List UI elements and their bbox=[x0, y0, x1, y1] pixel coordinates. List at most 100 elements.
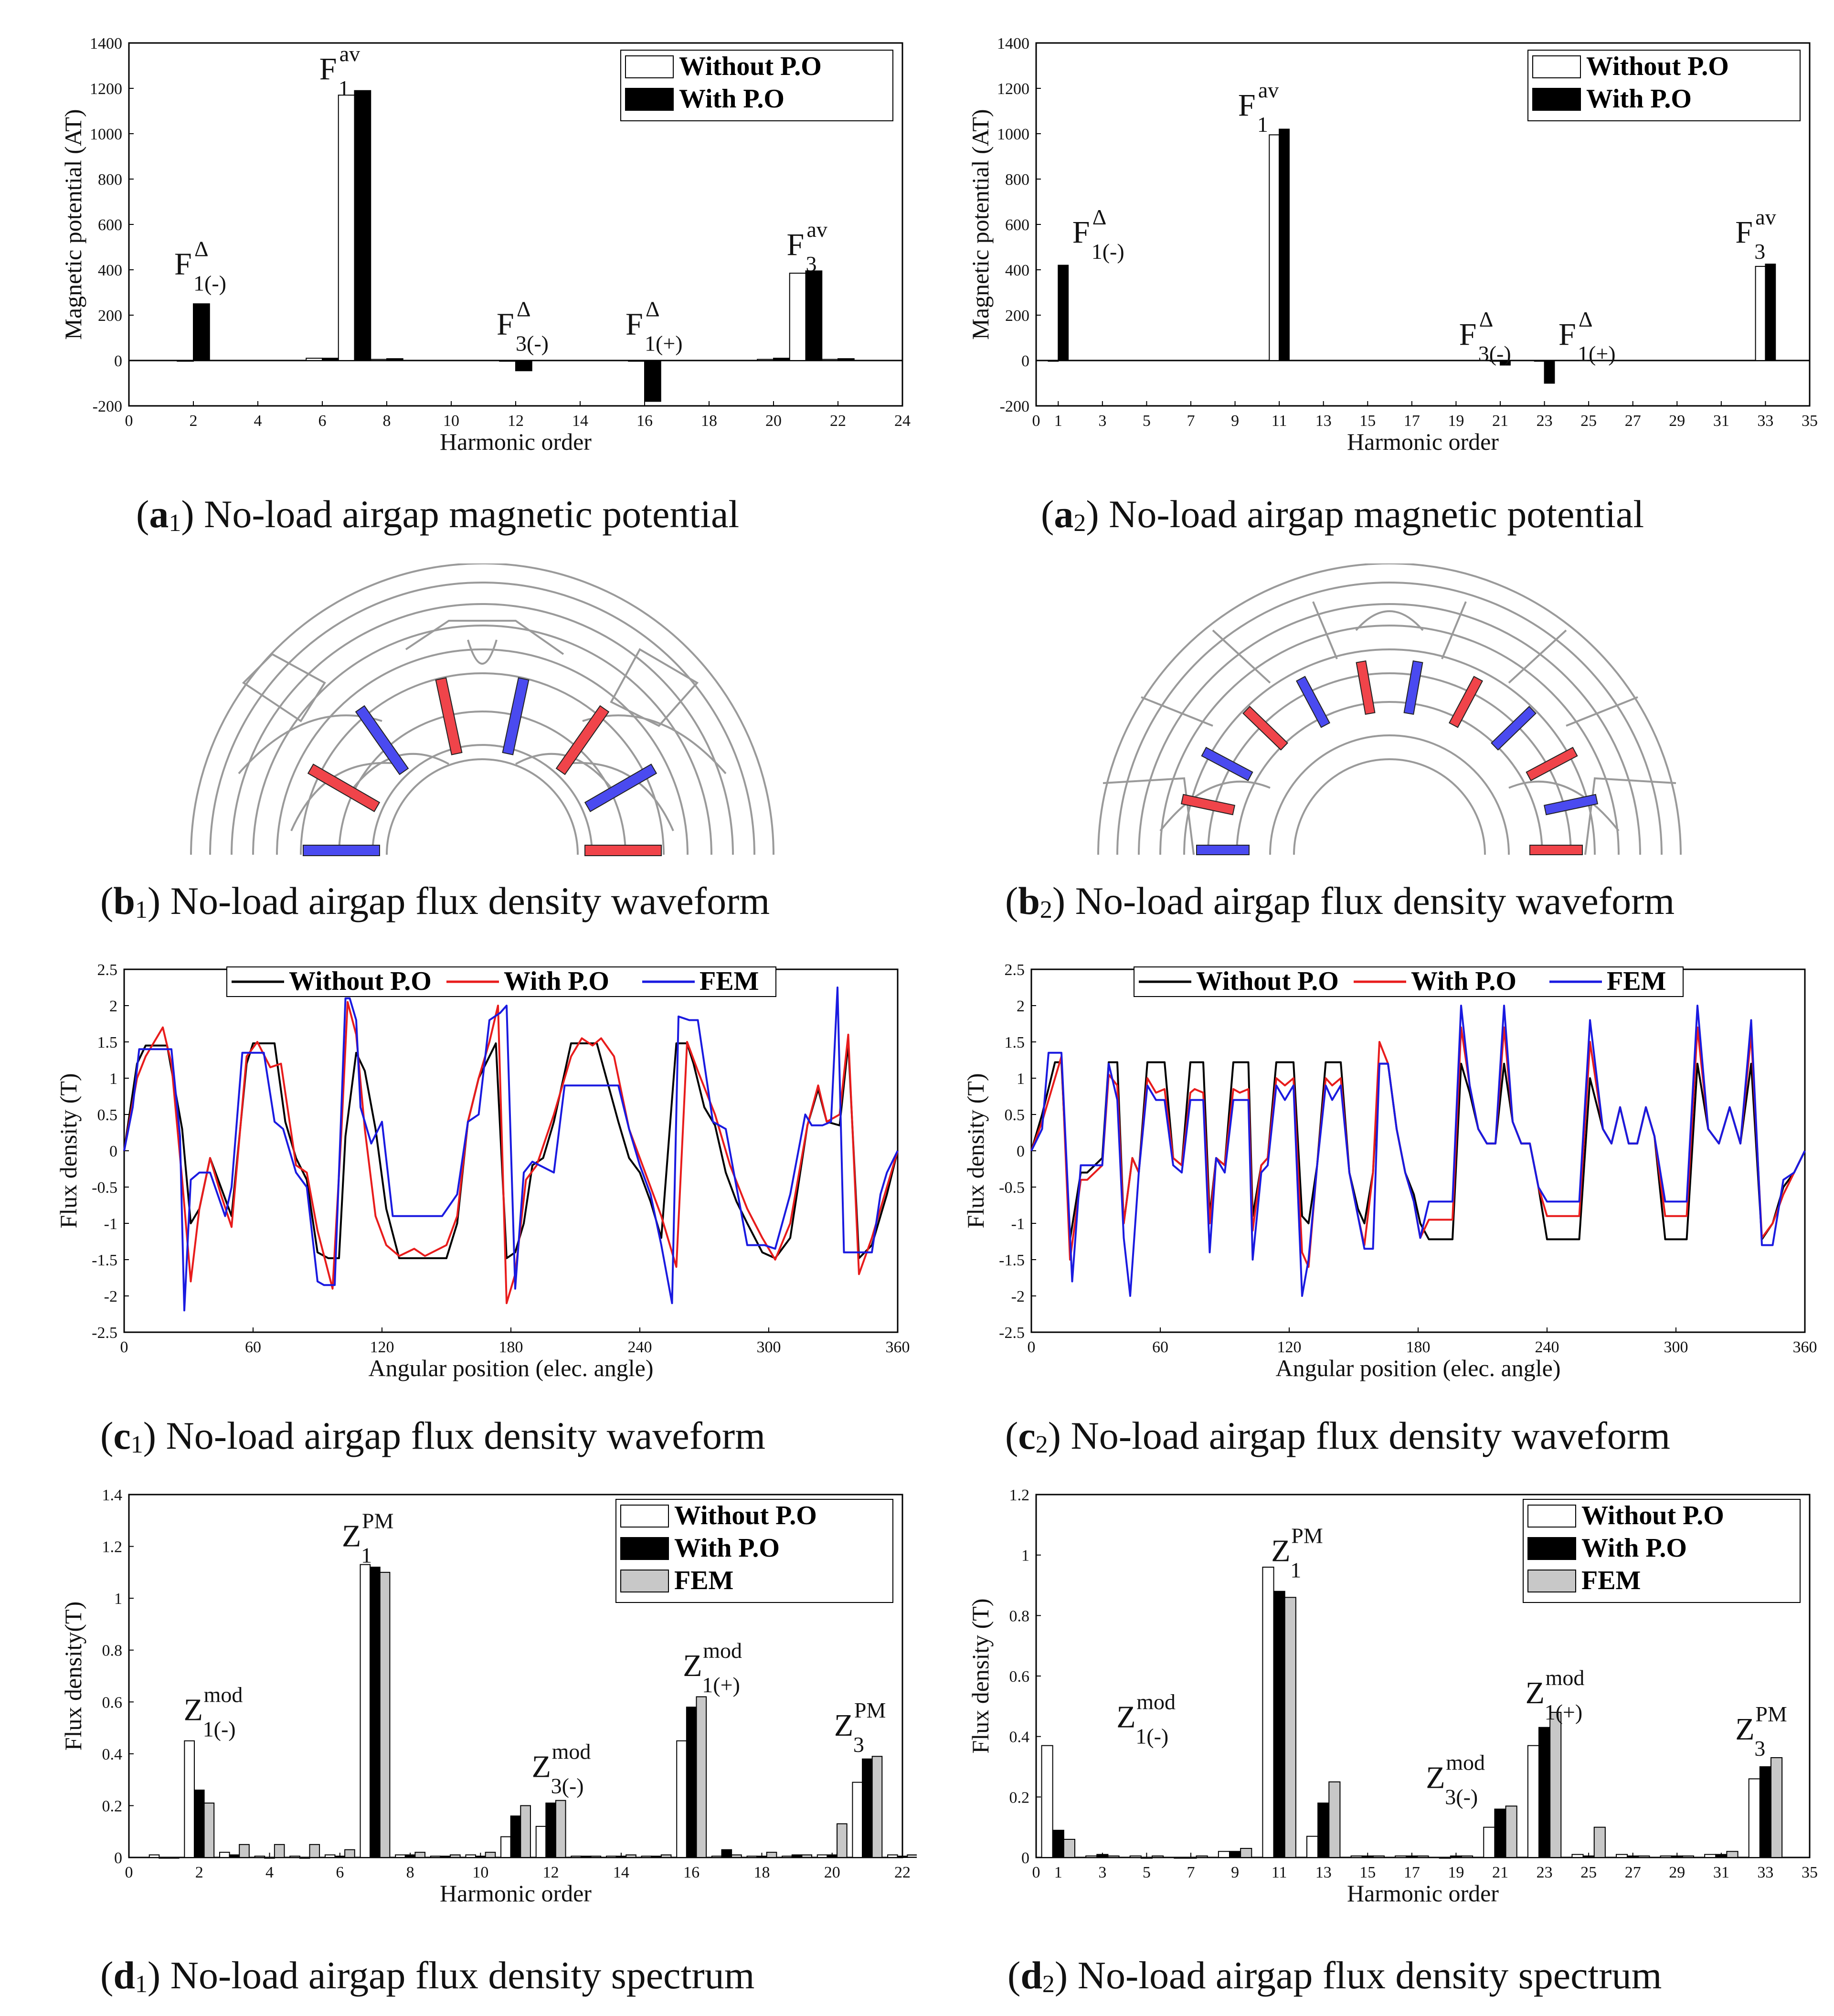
y-tick-label: -1.5 bbox=[999, 1252, 1025, 1269]
x-tick-label: 19 bbox=[1448, 1864, 1464, 1881]
annotation-main: F bbox=[174, 247, 192, 282]
caption-b2: (b2) No-load airgap flux density wavefor… bbox=[1005, 879, 1675, 923]
x-tick-label: 16 bbox=[683, 1864, 700, 1881]
x-tick-label: 2 bbox=[190, 412, 198, 430]
bar bbox=[485, 1852, 496, 1858]
bar bbox=[338, 95, 355, 361]
bar bbox=[1350, 1855, 1363, 1858]
y-axis-label: Magnetic potential (AT) bbox=[60, 109, 86, 340]
x-tick-label: 29 bbox=[1669, 412, 1685, 430]
harmonic-annotation: Z PM 1 bbox=[1271, 1523, 1323, 1582]
bar bbox=[1058, 265, 1069, 361]
annotation-sup: mod bbox=[1446, 1750, 1485, 1774]
annotation-sub: 1(-) bbox=[203, 1717, 236, 1741]
x-axis-label: Harmonic order bbox=[440, 428, 592, 455]
chart-d1-flux-spectrum: 0 2 4 6 8 10 12 14 16 18 20 22 0 0.2 0.4 0.6 0.8 1 1.2 1.4 H… bbox=[60, 1486, 917, 1907]
y-tick-label: 2.5 bbox=[97, 961, 118, 979]
annotation-sub: 1(+) bbox=[1578, 341, 1616, 366]
y-tick-label: -2.5 bbox=[999, 1324, 1025, 1342]
bar bbox=[641, 1856, 652, 1858]
annotation-sup: Δ bbox=[194, 237, 209, 261]
bar bbox=[1538, 1727, 1551, 1858]
series-line-fem bbox=[123, 987, 899, 1312]
x-tick-label: 33 bbox=[1757, 1864, 1773, 1881]
y-tick-label: 0.8 bbox=[102, 1642, 123, 1660]
bar bbox=[862, 1758, 873, 1858]
y-tick-label: 2.5 bbox=[1005, 961, 1025, 979]
bar bbox=[1450, 1855, 1463, 1858]
bar bbox=[1395, 1855, 1407, 1858]
annotation-main: Z bbox=[834, 1708, 853, 1743]
bar bbox=[1726, 1851, 1739, 1858]
harmonic-annotation: F Δ 1(+) bbox=[1558, 307, 1616, 366]
y-tick-label: 0.8 bbox=[1009, 1607, 1030, 1625]
annotation-main: Z bbox=[683, 1648, 702, 1683]
bar bbox=[430, 1856, 441, 1858]
caption-d1: (d1) No-load airgap flux density spectru… bbox=[100, 1953, 755, 1998]
x-tick-label: 240 bbox=[1535, 1338, 1559, 1356]
x-tick-label: 6 bbox=[318, 412, 327, 430]
y-tick-label: 400 bbox=[98, 262, 122, 279]
x-axis-label: Harmonic order bbox=[440, 1880, 592, 1907]
bar bbox=[1765, 264, 1776, 361]
legend-label: FEM bbox=[700, 966, 759, 996]
bar bbox=[1494, 1808, 1506, 1858]
x-tick-label: 15 bbox=[1359, 1864, 1376, 1881]
bar bbox=[379, 1571, 391, 1858]
annotation-main: F bbox=[1558, 317, 1576, 352]
bar bbox=[1544, 360, 1555, 384]
bar bbox=[354, 90, 371, 361]
annotation-sub: 1(-) bbox=[1092, 239, 1124, 264]
y-tick-label: 0.5 bbox=[1005, 1106, 1025, 1124]
legend-label: Without P.O bbox=[1196, 966, 1339, 996]
x-tick-label: 300 bbox=[757, 1338, 781, 1356]
x-tick-label: 60 bbox=[1152, 1338, 1168, 1356]
harmonic-annotation: F Δ 1(-) bbox=[1072, 205, 1124, 264]
x-tick-label: 0 bbox=[120, 1338, 128, 1356]
bar bbox=[1439, 1857, 1451, 1859]
bar bbox=[1660, 1855, 1672, 1858]
legend-label: FEM bbox=[1607, 966, 1666, 996]
bar bbox=[625, 1854, 636, 1858]
x-tick-label: 21 bbox=[1492, 1864, 1508, 1881]
annotation-sub: 3(-) bbox=[1478, 341, 1511, 366]
bar bbox=[500, 1836, 511, 1858]
bar bbox=[615, 1856, 627, 1858]
chart-a1-magnetic-potential: 0 2 4 6 8 10 12 14 16 18 20 22 24-200020040060080010… bbox=[60, 35, 911, 455]
bar bbox=[386, 358, 403, 361]
legend-swatch bbox=[625, 88, 674, 111]
harmonic-annotation: F Δ 1(+) bbox=[625, 297, 683, 355]
x-tick-label: 15 bbox=[1359, 412, 1376, 430]
bar bbox=[721, 1849, 732, 1858]
caption-c2: (c2) No-load airgap flux density wavefor… bbox=[1005, 1414, 1670, 1458]
bar bbox=[1196, 1855, 1208, 1858]
y-tick-label: 800 bbox=[98, 171, 122, 189]
annotation-sub: 1(-) bbox=[1135, 1724, 1168, 1749]
x-tick-label: 240 bbox=[628, 1338, 652, 1356]
y-tick-label: 1.5 bbox=[97, 1034, 118, 1051]
x-axis-label: Harmonic order bbox=[1347, 1880, 1499, 1907]
bar bbox=[184, 1740, 195, 1858]
series-line-fem bbox=[1030, 1005, 1806, 1297]
x-tick-label: 22 bbox=[830, 412, 846, 430]
legend-label: With P.O bbox=[1586, 84, 1692, 114]
x-tick-label: 20 bbox=[765, 412, 782, 430]
x-tick-label: 8 bbox=[406, 1864, 414, 1881]
bar bbox=[1218, 1851, 1230, 1858]
bar bbox=[644, 360, 661, 402]
y-tick-label: -1 bbox=[104, 1215, 117, 1233]
legend-label: FEM bbox=[1581, 1566, 1641, 1595]
y-tick-label: 0 bbox=[1017, 1143, 1025, 1160]
harmonic-annotation: Z PM 3 bbox=[834, 1698, 886, 1757]
x-tick-label: 120 bbox=[370, 1338, 394, 1356]
y-tick-label: 1400 bbox=[90, 35, 122, 53]
annotation-sup: av bbox=[1258, 78, 1279, 102]
y-tick-label: 1.2 bbox=[102, 1539, 123, 1556]
x-tick-label: 27 bbox=[1625, 1864, 1641, 1881]
bar bbox=[370, 1567, 381, 1858]
x-tick-label: 0 bbox=[1032, 412, 1040, 430]
series-line-without-po bbox=[123, 1042, 899, 1259]
bar bbox=[1616, 1854, 1628, 1858]
annotation-sub: 1 bbox=[1290, 1558, 1301, 1582]
